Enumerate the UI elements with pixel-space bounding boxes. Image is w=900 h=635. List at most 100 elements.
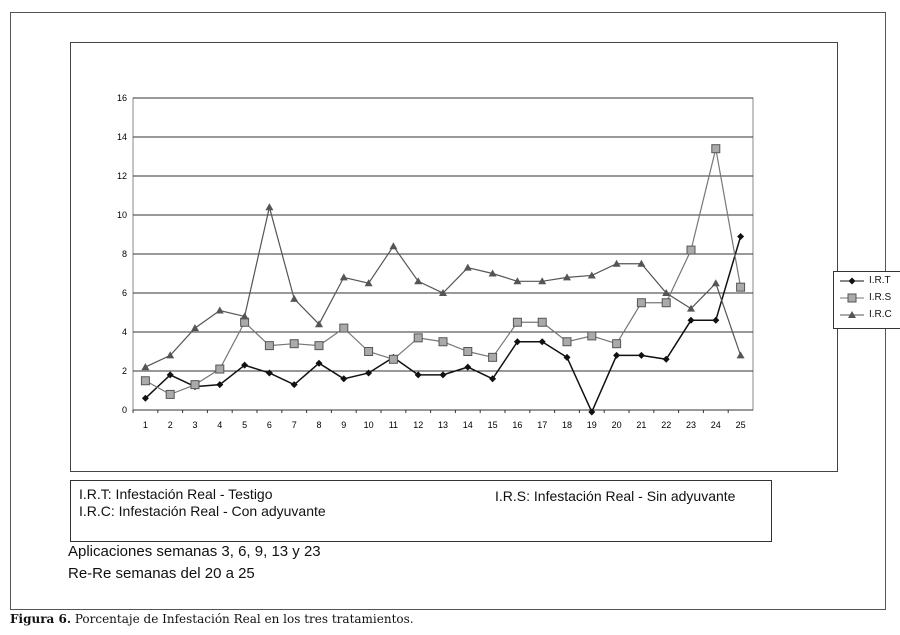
data-point-irc: [687, 304, 695, 312]
x-tick-label: 12: [413, 420, 423, 430]
data-point-irt: [662, 355, 670, 363]
legend-item: I.R.S: [834, 289, 900, 306]
caption-text: Porcentaje de Infestación Real en los tr…: [71, 612, 414, 626]
data-point-irs: [463, 347, 473, 356]
x-tick-label: 19: [587, 420, 597, 430]
rere-text: Re-Re semanas del 20 a 25: [68, 565, 255, 582]
note-irt: I.R.T: Infestación Real - Testigo: [79, 486, 273, 502]
data-point-irs: [587, 331, 597, 341]
note-irc: I.R.C: Infestación Real - Con adyuvante: [79, 503, 326, 519]
x-tick-label: 9: [341, 420, 346, 430]
x-tick-label: 1: [143, 420, 148, 430]
data-point-irs: [215, 364, 225, 374]
x-tick-label: 5: [242, 420, 247, 430]
legend-swatch: [840, 277, 864, 284]
data-point-irs: [686, 245, 696, 255]
data-point-irs: [736, 282, 746, 292]
data-point-irs: [512, 317, 522, 327]
data-point-irc: [339, 273, 348, 281]
data-point-irc: [587, 271, 596, 279]
data-point-irt: [365, 369, 373, 377]
x-tick-label: 25: [736, 420, 746, 430]
data-point-irc: [215, 306, 224, 314]
x-tick-label: 22: [661, 420, 671, 430]
data-point-irt: [141, 394, 149, 402]
y-tick-label: 14: [117, 132, 127, 142]
y-tick-label: 2: [122, 366, 127, 376]
data-point-irt: [563, 353, 571, 361]
data-point-irt: [737, 232, 745, 240]
data-point-irt: [712, 316, 720, 324]
data-point-irc: [290, 294, 299, 302]
x-tick-label: 15: [488, 420, 498, 430]
y-tick-label: 0: [122, 405, 127, 415]
x-tick-label: 13: [438, 420, 448, 430]
data-point-irs: [537, 317, 547, 327]
data-point-irc: [612, 259, 621, 267]
data-point-irt: [489, 375, 497, 383]
data-point-irs: [612, 339, 622, 349]
data-point-irc: [637, 259, 646, 267]
data-point-irs: [413, 333, 423, 343]
data-point-irt: [637, 351, 645, 359]
data-point-irs: [240, 317, 250, 327]
data-point-irs: [636, 298, 646, 308]
data-point-irt: [588, 408, 596, 416]
legend-marker: [848, 277, 856, 284]
legend-label: I.R.C: [869, 309, 892, 320]
data-point-irc: [191, 324, 199, 332]
notes-box: I.R.T: Infestación Real - Testigo I.R.C:…: [70, 480, 772, 542]
legend-swatch: [840, 310, 864, 318]
data-point-irc: [141, 363, 150, 371]
data-point-irc: [315, 320, 323, 328]
data-point-irc: [463, 263, 472, 271]
data-point-irt: [613, 351, 621, 359]
x-tick-label: 10: [364, 420, 374, 430]
x-tick-label: 8: [316, 420, 321, 430]
y-tick-label: 10: [117, 210, 127, 220]
data-point-irs: [711, 144, 721, 154]
data-point-irc: [538, 277, 547, 285]
data-point-irt: [340, 375, 348, 383]
legend-label: I.R.S: [869, 292, 892, 303]
chart-box: 0 2 4 6 8 10 12 14 16 1 2 3 4 5 6 7 8 9 10 11 12 13 14 15 16 17 18…: [70, 42, 900, 472]
data-point-irt: [265, 369, 273, 377]
data-point-irt: [538, 338, 546, 346]
data-point-irt: [216, 381, 224, 389]
x-tick-label: 20: [612, 420, 622, 430]
legend-item: I.R.C: [834, 306, 900, 323]
data-point-irc: [389, 242, 398, 250]
data-point-irt: [290, 381, 298, 389]
legend: I.R.T I.R.S I.R.C: [833, 271, 900, 329]
x-tick-label: 4: [217, 420, 222, 430]
legend-swatch: [840, 293, 864, 302]
y-tick-label: 16: [117, 93, 127, 103]
x-tick-label: 18: [562, 420, 572, 430]
data-point-irs: [339, 323, 349, 333]
data-point-irt: [439, 371, 447, 379]
legend-item: I.R.T: [834, 272, 900, 289]
data-point-irs: [190, 380, 200, 390]
x-tick-label: 21: [636, 420, 646, 430]
x-tick-label: 23: [686, 420, 696, 430]
legend-marker: [847, 293, 857, 302]
data-point-irs: [438, 337, 448, 347]
x-tick-label: 3: [192, 420, 197, 430]
x-tick-label: 16: [512, 420, 522, 430]
data-point-irs: [314, 341, 324, 351]
data-point-irt: [513, 338, 521, 346]
data-point-irt: [315, 359, 323, 367]
data-point-irs: [661, 298, 671, 308]
data-point-irs: [264, 341, 274, 351]
data-point-irs: [140, 376, 150, 386]
data-point-irc: [711, 279, 720, 287]
y-tick-label: 6: [122, 288, 127, 298]
applications-text: Aplicaciones semanas 3, 6, 9, 13 y 23: [68, 543, 321, 560]
series-line-irt: [144, 236, 742, 414]
legend-marker: [848, 310, 856, 318]
data-point-irc: [265, 203, 274, 211]
data-point-irt: [241, 361, 249, 369]
data-point-irt: [166, 371, 174, 379]
data-point-irs: [488, 352, 498, 362]
